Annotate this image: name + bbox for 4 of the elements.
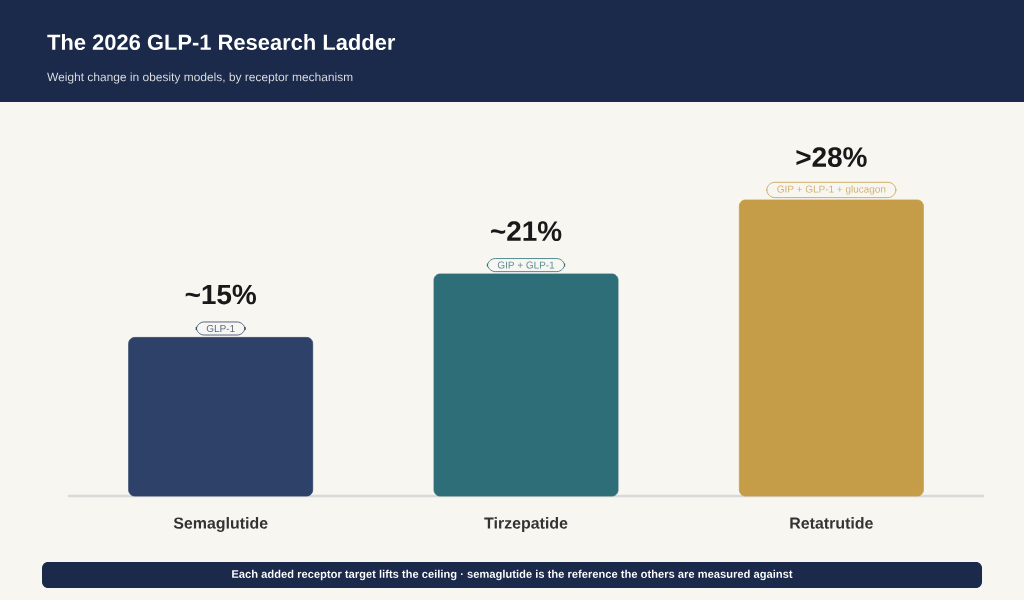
- chart-title: The 2026 GLP-1 Research Ladder: [47, 33, 396, 51]
- data-label: >28%: [796, 147, 867, 167]
- data-label: ~21%: [491, 221, 562, 241]
- data-label: ~15%: [185, 284, 256, 305]
